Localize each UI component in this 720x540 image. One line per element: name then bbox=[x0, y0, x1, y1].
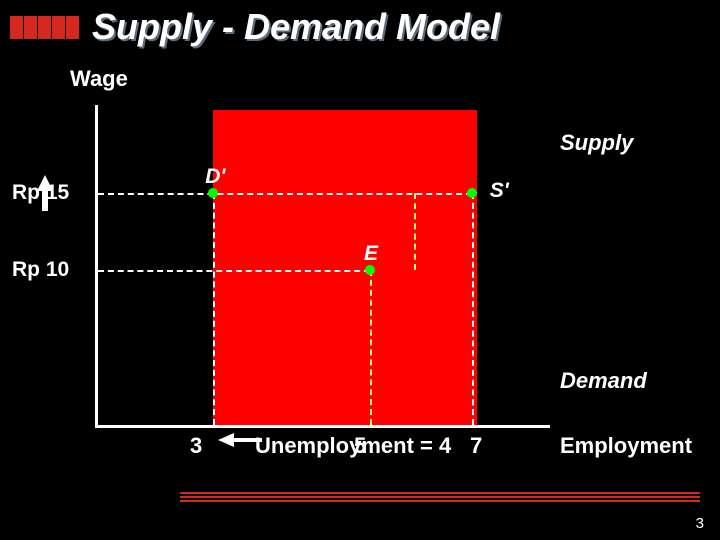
point-label: S' bbox=[490, 179, 509, 203]
point-label: D' bbox=[205, 165, 225, 189]
x-axis-label: Employment bbox=[560, 433, 692, 459]
point-D-prime bbox=[208, 188, 218, 198]
v-dash bbox=[213, 193, 215, 426]
v-dash bbox=[472, 193, 474, 426]
wage-increase-arrow-stem bbox=[42, 189, 48, 211]
h-dash bbox=[98, 270, 370, 272]
point-S-prime bbox=[467, 188, 477, 198]
x-axis bbox=[95, 425, 550, 428]
point-E bbox=[365, 265, 375, 275]
curve-label: Demand bbox=[560, 368, 647, 394]
chart-fill-region bbox=[213, 110, 477, 425]
v-dash bbox=[370, 270, 372, 425]
slide-number: 3 bbox=[696, 515, 704, 532]
y-tick-label: Rp 10 bbox=[12, 258, 69, 282]
y-axis bbox=[95, 105, 98, 428]
x-tick-label: 3 bbox=[190, 433, 202, 459]
slide: Supply - Demand Model Wage Rp 15Rp 10D'E… bbox=[0, 0, 720, 540]
footer-rule bbox=[180, 492, 700, 504]
point-label: E bbox=[364, 242, 378, 266]
x-tick-label: 7 bbox=[470, 433, 482, 459]
supply-demand-chart: Rp 15Rp 10D'ES'SupplyDemand357Employment… bbox=[0, 0, 720, 540]
v-dash bbox=[414, 193, 416, 271]
unemployment-label: Unemployment = 4 bbox=[255, 433, 451, 459]
curve-label: Supply bbox=[560, 130, 633, 156]
